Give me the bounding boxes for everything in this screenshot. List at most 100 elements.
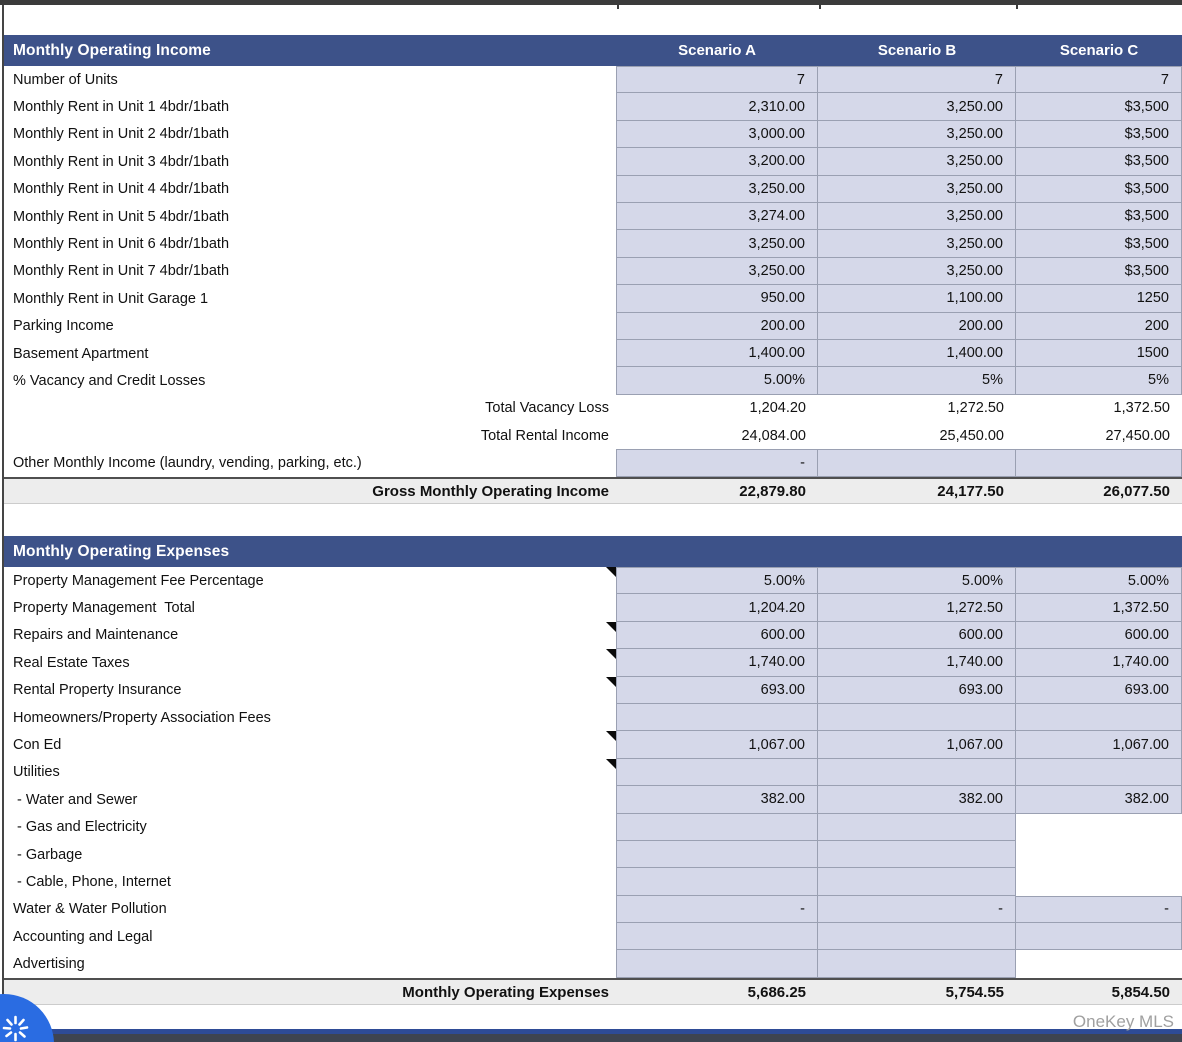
- cell-scenario-a: 1,204.20: [749, 400, 806, 417]
- cell-scenario-a: 24,084.00: [741, 427, 806, 444]
- cell-scenario-c: [1016, 923, 1182, 951]
- cell-scenario-a: [616, 923, 818, 951]
- table-row: Con Ed 1,067.00 1,067.00 1,067.00: [4, 731, 1182, 759]
- row-label: Monthly Rent in Unit 5 4bdr/1bath: [13, 208, 230, 225]
- row-label: Parking Income: [13, 318, 114, 335]
- row-label: Total Rental Income: [480, 427, 609, 444]
- row-label: Monthly Rent in Unit 7 4bdr/1bath: [13, 263, 230, 280]
- row-label: Advertising: [13, 956, 85, 973]
- cell-scenario-b: [818, 840, 1016, 869]
- row-label: Other Monthly Income (laundry, vending, …: [13, 455, 362, 472]
- cell-scenario-b: 693.00: [818, 676, 1016, 704]
- table-row: Monthly Rent in Unit 7 4bdr/1bath 3,250.0…: [4, 257, 1182, 286]
- cell-scenario-c: 5,854.50: [1111, 983, 1170, 1001]
- cell-scenario-c: 1250: [1016, 285, 1182, 313]
- table-row: - Gas and Electricity: [4, 813, 1182, 841]
- row-label: Basement Apartment: [13, 345, 149, 362]
- table-row: Number of Units 7 7 7: [4, 66, 1182, 94]
- sunburst-icon: [2, 1015, 29, 1042]
- row-label: Monthly Rent in Unit 4 4bdr/1bath: [13, 181, 230, 198]
- cell-scenario-a: 382.00: [616, 786, 818, 814]
- row-label: Accounting and Legal: [13, 928, 153, 945]
- expenses-section-title: Monthly Operating Expenses: [13, 542, 230, 560]
- cell-scenario-c: [1016, 449, 1182, 477]
- note-marker-icon: [606, 649, 616, 660]
- table-row: Water & Water Pollution - - -: [4, 895, 1182, 924]
- cell-scenario-a: 3,250.00: [616, 257, 818, 286]
- row-label: - Gas and Electricity: [17, 819, 147, 836]
- cell-scenario-c: $3,500: [1016, 148, 1182, 176]
- cell-scenario-a: 3,250.00: [616, 230, 818, 258]
- cell-scenario-a: 2,310.00: [616, 93, 818, 121]
- cell-scenario-a: 3,200.00: [616, 148, 818, 176]
- table-row: - Water and Sewer 382.00 382.00 382.00: [4, 786, 1182, 814]
- column-tick: [617, 5, 619, 9]
- cell-scenario-a: 1,067.00: [616, 731, 818, 759]
- note-marker-icon: [606, 621, 616, 632]
- table-row: Rental Property Insurance 693.00 693.00 693…: [4, 676, 1182, 704]
- cell-scenario-c: 27,450.00: [1105, 427, 1170, 444]
- cell-scenario-b: [818, 758, 1016, 787]
- table-row: Property Management Total 1,204.20 1,272.5…: [4, 594, 1182, 622]
- table-row: Total Vacancy Loss 1,204.20 1,272.50 1,372.…: [4, 394, 1182, 423]
- table-row: Gross Monthly Operating Income 22,879.80 2…: [4, 476, 1182, 505]
- table-row: % Vacancy and Credit Losses 5.00% 5% 5%: [4, 367, 1182, 395]
- cell-scenario-c: $3,500: [1016, 230, 1182, 258]
- cell-scenario-b: 382.00: [818, 786, 1016, 814]
- cell-scenario-b: [818, 950, 1016, 978]
- row-label: % Vacancy and Credit Losses: [13, 372, 206, 389]
- cell-scenario-c: 5.00%: [1016, 567, 1182, 595]
- cell-scenario-a: [616, 703, 818, 732]
- row-label: Property Management Fee Percentage: [4, 567, 616, 594]
- cell-scenario-c: [1016, 841, 1182, 868]
- page-left-border: [2, 5, 4, 1031]
- cell-scenario-a: 200.00: [616, 312, 818, 340]
- row-label: - Garbage: [17, 846, 83, 863]
- row-label: Total Vacancy Loss: [485, 400, 609, 417]
- table-row: Advertising: [4, 950, 1182, 978]
- cell-scenario-a: 1,400.00: [616, 339, 818, 368]
- cell-scenario-c: $3,500: [1016, 93, 1182, 121]
- table-row: Monthly Rent in Unit 3 4bdr/1bath 3,200.0…: [4, 148, 1182, 176]
- table-row: Monthly Rent in Unit 2 4bdr/1bath 3,000.0…: [4, 120, 1182, 149]
- row-label: Monthly Rent in Unit 3 4bdr/1bath: [13, 153, 230, 170]
- row-label: Repairs and Maintenance: [4, 621, 616, 649]
- table-row: - Cable, Phone, Internet: [4, 868, 1182, 896]
- cell-scenario-b: 3,250.00: [818, 148, 1016, 176]
- note-marker-icon: [606, 758, 616, 769]
- row-label: Gross Monthly Operating Income: [372, 482, 609, 500]
- note-marker-icon: [606, 731, 616, 742]
- cell-scenario-b: 5.00%: [818, 567, 1016, 595]
- cell-scenario-b: 7: [818, 66, 1016, 94]
- cell-scenario-a: 5,686.25: [747, 983, 806, 1001]
- table-row: Total Rental Income 24,084.00 25,450.00 27,…: [4, 422, 1182, 450]
- table-row: Repairs and Maintenance 600.00 600.00 600.0…: [4, 621, 1182, 650]
- cell-scenario-b: 3,250.00: [818, 93, 1016, 121]
- cell-scenario-a: 5.00%: [616, 367, 818, 395]
- row-label: Rental Property Insurance: [4, 676, 616, 704]
- row-label: Real Estate Taxes: [4, 649, 616, 676]
- column-header-scenario-c: Scenario C: [1059, 42, 1139, 59]
- cell-scenario-b: [818, 449, 1016, 477]
- cell-scenario-a: 3,250.00: [616, 175, 818, 203]
- row-label: Monthly Operating Expenses: [402, 983, 609, 1001]
- cell-scenario-a: [616, 868, 818, 896]
- cell-scenario-a: [616, 758, 818, 787]
- cell-scenario-b: 200.00: [818, 312, 1016, 340]
- row-label: Monthly Rent in Unit Garage 1: [13, 290, 209, 307]
- income-table: Number of Units 7 7 7 Monthly Rent in Unit 1…: [4, 66, 1182, 505]
- table-row: Property Management Fee Percentage 5.00% 5…: [4, 567, 1182, 595]
- cell-scenario-a: 950.00: [616, 285, 818, 313]
- cell-scenario-c: 200: [1016, 312, 1182, 340]
- cell-scenario-b: [818, 868, 1016, 896]
- cell-scenario-b: [818, 703, 1016, 732]
- table-row: Accounting and Legal: [4, 923, 1182, 951]
- row-label: Monthly Rent in Unit 1 4bdr/1bath: [13, 99, 230, 116]
- cell-scenario-b: 1,100.00: [818, 285, 1016, 313]
- cell-scenario-c: 1,372.50: [1016, 594, 1182, 622]
- cell-scenario-b: -: [818, 895, 1016, 924]
- cell-scenario-a: -: [616, 449, 818, 477]
- table-row: Other Monthly Income (laundry, vending, …: [4, 449, 1182, 477]
- income-section-header: Monthly Operating Income Scenario A Scen…: [4, 35, 1182, 66]
